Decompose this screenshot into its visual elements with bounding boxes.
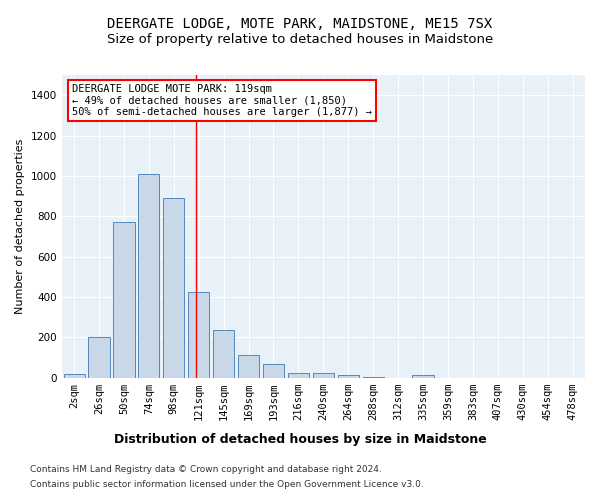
Y-axis label: Number of detached properties: Number of detached properties — [15, 138, 25, 314]
Bar — [362, 376, 384, 378]
Bar — [88, 338, 110, 378]
Bar — [263, 364, 284, 378]
Bar — [64, 374, 85, 378]
Text: Contains public sector information licensed under the Open Government Licence v3: Contains public sector information licen… — [30, 480, 424, 489]
Bar — [213, 330, 234, 378]
Bar — [338, 374, 359, 378]
Bar — [113, 222, 134, 378]
Bar — [238, 356, 259, 378]
Text: DEERGATE LODGE MOTE PARK: 119sqm
← 49% of detached houses are smaller (1,850)
50: DEERGATE LODGE MOTE PARK: 119sqm ← 49% o… — [72, 84, 372, 117]
Text: Size of property relative to detached houses in Maidstone: Size of property relative to detached ho… — [107, 32, 493, 46]
Text: Contains HM Land Registry data © Crown copyright and database right 2024.: Contains HM Land Registry data © Crown c… — [30, 465, 382, 474]
Text: DEERGATE LODGE, MOTE PARK, MAIDSTONE, ME15 7SX: DEERGATE LODGE, MOTE PARK, MAIDSTONE, ME… — [107, 18, 493, 32]
Bar — [313, 372, 334, 378]
Bar — [163, 198, 184, 378]
Bar — [188, 292, 209, 378]
Bar — [138, 174, 160, 378]
Bar — [412, 374, 434, 378]
Text: Distribution of detached houses by size in Maidstone: Distribution of detached houses by size … — [113, 432, 487, 446]
Bar — [288, 372, 309, 378]
